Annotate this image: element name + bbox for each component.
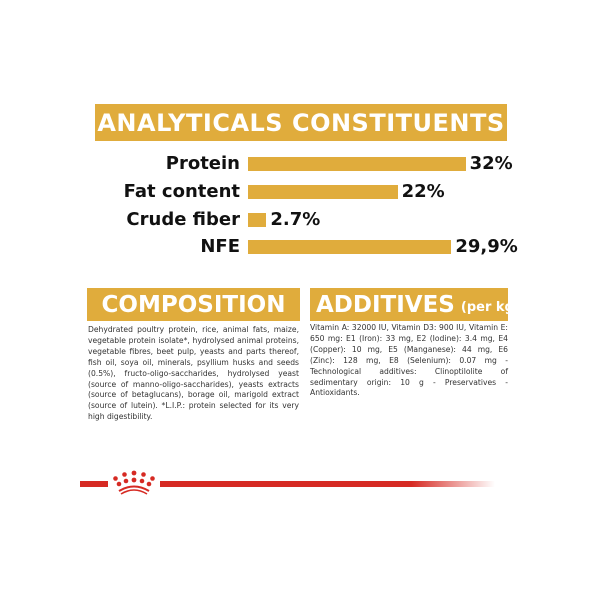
constituent-value: 29,9% bbox=[455, 236, 518, 257]
constituent-bar bbox=[248, 185, 398, 199]
constituent-label: Crude fiber bbox=[126, 209, 240, 230]
composition-header: COMPOSITION bbox=[87, 288, 300, 321]
constituent-row: NFE 29,9% bbox=[90, 235, 517, 259]
constituent-value: 22% bbox=[401, 181, 445, 202]
constituent-row: Fat content 22% bbox=[90, 180, 510, 204]
constituent-row: Protein 32% bbox=[90, 152, 513, 176]
additives-text: Vitamin A: 32000 IU, Vitamin D3: 900 IU,… bbox=[310, 323, 508, 398]
constituent-bar bbox=[248, 157, 466, 171]
constituent-value: 32% bbox=[469, 153, 513, 174]
constituent-label: Protein bbox=[165, 153, 240, 174]
constituent-value: 2.7% bbox=[270, 209, 321, 230]
constituent-label: Fat content bbox=[123, 181, 240, 202]
brand-line-left bbox=[80, 481, 108, 487]
crown-icon bbox=[113, 470, 155, 495]
additives-header: ADDITIVES (per kg) bbox=[310, 288, 520, 321]
constituent-bar bbox=[248, 240, 452, 254]
constituent-bar bbox=[248, 213, 267, 227]
composition-text: Dehydrated poultry protein, rice, animal… bbox=[88, 325, 299, 422]
additives-unit: (per kg) bbox=[460, 300, 520, 315]
brand-line-right bbox=[160, 481, 495, 487]
constituent-row: Crude fiber 2.7% bbox=[90, 208, 510, 232]
analytical-constituents-header: ANALYTICALS CONSTITUENTS bbox=[95, 104, 507, 141]
additives-title: ADDITIVES bbox=[316, 291, 455, 318]
constituent-label: NFE bbox=[200, 236, 240, 257]
